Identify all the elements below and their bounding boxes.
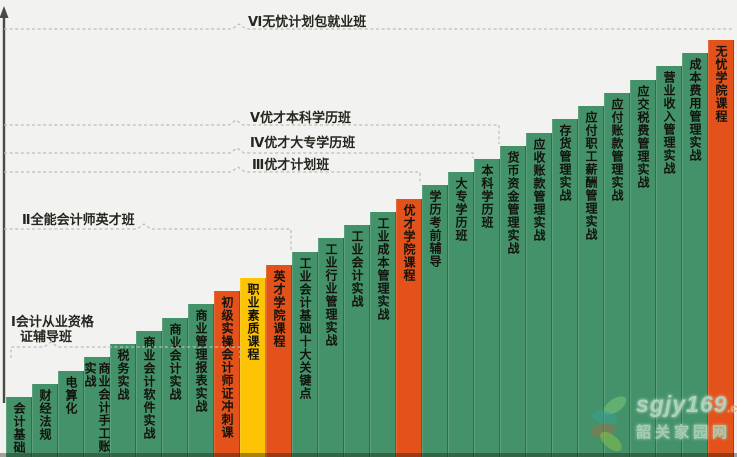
course-bar-label: 英才学院课程 [272, 270, 286, 348]
course-bar-label: 财经法规 [38, 389, 52, 441]
course-bar: 职业素质课程 [240, 278, 266, 457]
package-label-text: 证辅导班 [20, 329, 73, 344]
course-bar: 财经法规 [32, 384, 58, 457]
course-bar: 无忧学院课程 [708, 40, 734, 457]
course-bar-label: 电算化 [64, 376, 78, 415]
course-bar: 商业会计实战 [162, 318, 188, 457]
course-bar: 应付职工薪酬管理实战 [578, 106, 604, 457]
course-bar-label: 职业素质课程 [246, 283, 260, 361]
course-bar: 货币资金管理实战 [500, 146, 526, 457]
course-bar-label: 会计基础 [12, 402, 26, 454]
course-bar: 工业会计实战 [344, 225, 370, 457]
course-bar: 英才学院课程 [266, 265, 292, 457]
course-bar: 本科学历班 [474, 159, 500, 457]
package-label-text: Ⅰ会计从业资格 [11, 314, 94, 329]
course-bar: 初级实操会计师证冲刺课 [214, 291, 240, 457]
watermark-text: sgjy169.com 韶关家园网 [636, 391, 737, 442]
course-bar: 优才学院课程 [396, 199, 422, 457]
course-bar: 电算化 [58, 371, 84, 457]
watermark-tld: .com [727, 401, 737, 415]
course-bar: 应交税费管理实战 [630, 80, 656, 457]
watermark-site-name: 韶关家园网 [636, 424, 732, 441]
course-bar-label: 货币资金管理实战 [506, 151, 520, 255]
course-bar-label: 商业管理报表实战 [194, 309, 208, 413]
course-bar: 工业会计基础十大关键点 [292, 252, 318, 457]
course-bar: 大专学历班 [448, 172, 474, 457]
course-bar-label: 工业成本管理实战 [376, 217, 390, 321]
package-label-text: Ⅳ优才大专学历班 [250, 135, 356, 150]
course-bar-label: 工业行业管理实战 [324, 243, 338, 347]
course-bar: 工业成本管理实战 [370, 212, 396, 457]
course-bar: 学历考前辅导 [422, 185, 448, 457]
package-label-IV: Ⅳ优才大专学历班 [250, 135, 355, 150]
watermark-domain: sgjy169 [636, 391, 728, 417]
package-label-text: Ⅱ全能会计师英才班 [22, 212, 135, 227]
course-bar: 工业行业管理实战 [318, 238, 344, 457]
course-bar-label: 商业会计软件实战 [142, 336, 156, 440]
course-bar-label: 初级实操会计师证冲刺课 [220, 296, 234, 439]
package-label-text: Ⅲ优才计划班 [252, 157, 330, 172]
course-bar-label: 应收账款管理实战 [532, 138, 546, 242]
course-bar-label: 无忧学院课程 [714, 45, 728, 123]
course-bar: 存货管理实战 [552, 119, 578, 457]
course-bar-label: 应交税费管理实战 [636, 85, 650, 189]
course-bar-label: 税务实战 [116, 349, 130, 401]
course-bar-label: 应付职工薪酬管理实战 [584, 111, 598, 241]
course-bar-label: 学历考前辅导 [428, 190, 442, 268]
bottom-shadow [0, 453, 737, 457]
course-bar-label: 营业收入管理实战 [662, 71, 676, 175]
course-bar: 商业会计手工账实战 [83, 357, 111, 457]
package-label-VI: Ⅵ无忧计划包就业班 [248, 14, 366, 29]
course-bar-label: 商业会计实战 [168, 323, 182, 401]
course-bar-label: 工业会计实战 [350, 230, 364, 308]
flower-logo-icon [588, 391, 634, 455]
course-bar-label: 优才学院课程 [402, 204, 416, 282]
package-label-text: Ⅴ优才本科学历班 [250, 110, 352, 125]
course-bar: 商业会计软件实战 [136, 331, 162, 457]
course-bar: 会计基础 [6, 397, 32, 457]
course-bar: 税务实战 [110, 344, 136, 457]
package-label-V: Ⅴ优才本科学历班 [250, 110, 351, 125]
package-label-II: Ⅱ全能会计师英才班 [22, 212, 135, 227]
course-bar: 商业管理报表实战 [188, 304, 214, 457]
course-bar-label: 存货管理实战 [558, 124, 572, 202]
watermark: sgjy169.com 韶关家园网 [588, 391, 737, 455]
course-bar: 营业收入管理实战 [656, 66, 682, 457]
package-label-I: Ⅰ会计从业资格 证辅导班 [11, 314, 94, 344]
course-bar-label: 工业会计基础十大关键点 [298, 257, 312, 400]
course-bar: 成本费用管理实战 [682, 53, 708, 457]
course-bar-label: 大专学历班 [454, 177, 468, 242]
course-bar-label: 商业会计手工账实战 [83, 362, 111, 453]
course-bar: 应收账款管理实战 [526, 133, 552, 457]
course-bar-label: 应付账款管理实战 [610, 98, 624, 202]
course-bar-label: 本科学历班 [480, 164, 494, 229]
package-label-III: Ⅲ优才计划班 [252, 157, 329, 172]
course-bar-label: 成本费用管理实战 [688, 58, 702, 162]
package-label-text: Ⅵ无忧计划包就业班 [248, 14, 367, 29]
